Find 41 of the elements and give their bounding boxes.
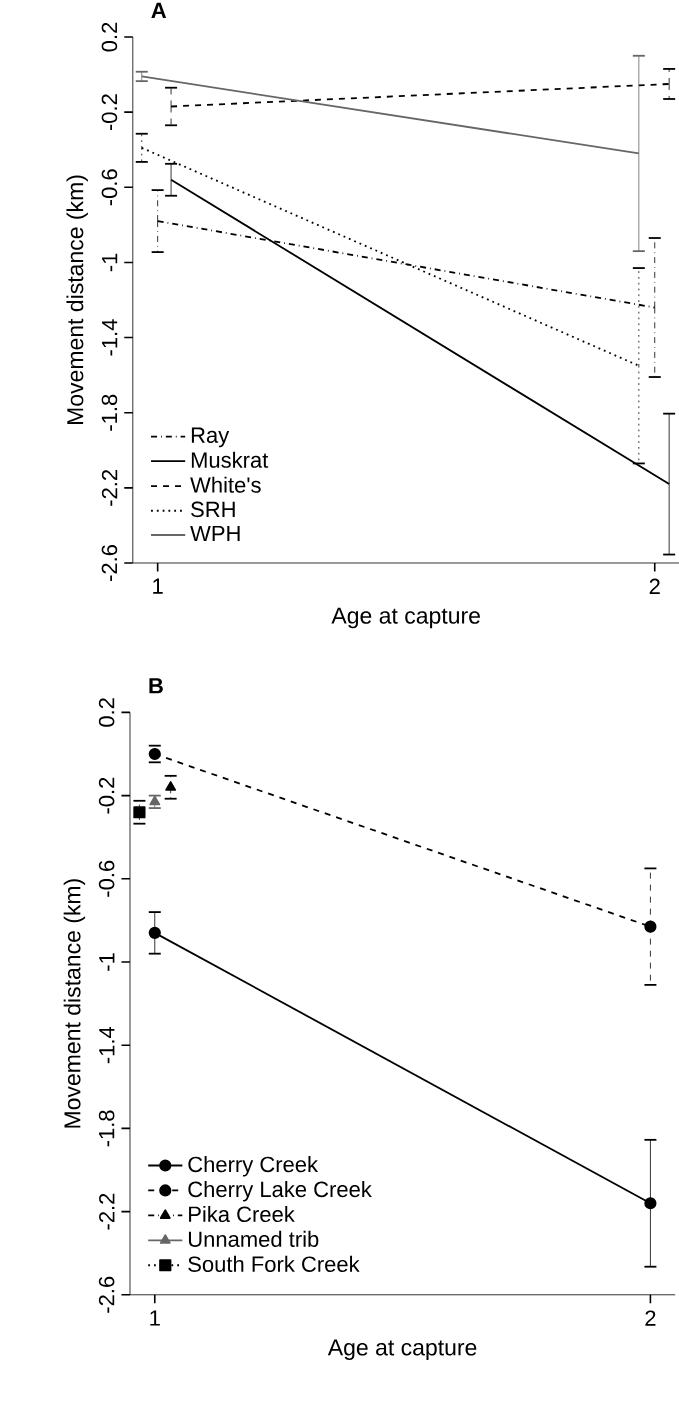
y-tick-label: -2.2 bbox=[99, 1193, 115, 1230]
point bbox=[644, 920, 657, 933]
x-tick-label: 2 bbox=[645, 1310, 656, 1326]
point bbox=[644, 1197, 657, 1210]
y-tick-label: -2.6 bbox=[98, 1276, 115, 1313]
legend-label: Cherry Creek bbox=[188, 1156, 319, 1177]
y-tick-label: -1.4 bbox=[99, 1026, 115, 1064]
chart-title: A bbox=[151, 2, 167, 18]
x-axis-title: Age at capture bbox=[331, 607, 480, 629]
legend-label: Pika Creek bbox=[189, 1205, 295, 1223]
point bbox=[165, 781, 177, 791]
y-tick-label: -0.2 bbox=[98, 777, 115, 814]
legend-label: Ray bbox=[191, 427, 230, 448]
chart-title: B bbox=[149, 678, 163, 694]
y-tick-label: -1 bbox=[99, 953, 115, 971]
legend-label: Muskrat bbox=[191, 451, 269, 468]
y-tick-label: 0.2 bbox=[98, 698, 115, 727]
y-tick-label: 0.2 bbox=[101, 22, 118, 52]
legend-label: White's bbox=[190, 476, 261, 493]
x-axis-title: Age at capture bbox=[327, 1339, 477, 1361]
point bbox=[148, 926, 161, 939]
y-axis-title: Movement distance (km) bbox=[66, 175, 88, 425]
legend-label: South Fork Creek bbox=[188, 1255, 360, 1272]
y-axis-title: Movement distance (km) bbox=[63, 879, 86, 1128]
y-tick-label: -1 bbox=[102, 253, 118, 272]
y-tick-label: -1.4 bbox=[102, 319, 118, 356]
point bbox=[133, 806, 146, 819]
x-tick-label: 1 bbox=[150, 1310, 160, 1326]
y-tick-label: -1.8 bbox=[101, 394, 118, 431]
x-tick-label: 1 bbox=[153, 578, 163, 594]
legend-label: Cherry Lake Creek bbox=[188, 1180, 372, 1202]
legend-label: SRH bbox=[191, 501, 235, 518]
x-tick-label: 2 bbox=[649, 578, 660, 594]
y-tick-label: -0.2 bbox=[101, 94, 118, 131]
y-tick-label: -1.8 bbox=[98, 1110, 115, 1147]
y-tick-label: -0.6 bbox=[98, 860, 115, 897]
y-tick-label: -2.2 bbox=[101, 470, 118, 506]
y-tick-label: -2.6 bbox=[101, 545, 118, 581]
legend-label: WPH bbox=[190, 525, 240, 542]
y-tick-label: -0.6 bbox=[101, 169, 118, 206]
legend-label: Unnamed trib bbox=[188, 1230, 319, 1248]
